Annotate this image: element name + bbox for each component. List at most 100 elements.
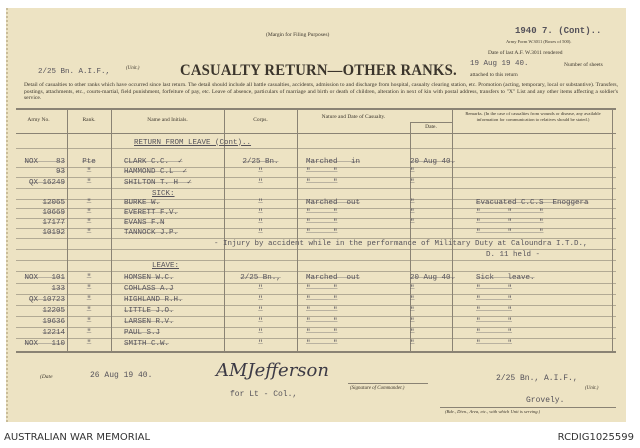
cell-army-no: 10192 — [42, 228, 65, 237]
cell-army-no: 12205 — [42, 306, 65, 315]
col-name: Name and Initials. — [147, 117, 188, 123]
col-army-no: Army No. — [27, 117, 50, 123]
cell-corps: " — [258, 328, 263, 337]
cell-name: LITTLE J.O. — [124, 306, 174, 315]
row-line — [16, 208, 616, 209]
cell-nature: " " — [306, 295, 338, 304]
cell-rank: " — [86, 317, 92, 326]
injury-note: - Injury by accident while in the perfor… — [214, 239, 588, 248]
cell-rank: " — [86, 178, 92, 187]
date-last-value: 19 Aug 19 40. — [470, 60, 529, 68]
cell-nature: " " — [306, 218, 338, 227]
cell-rank: " — [86, 198, 92, 207]
cell-remarks: " " — [476, 317, 513, 326]
signature-line — [348, 383, 428, 384]
date-last-label: Date of last A.F. W.3011 rendered — [488, 50, 563, 56]
cell-rank: " — [86, 167, 92, 176]
cell-date: " — [410, 198, 415, 207]
col-date: Date. — [425, 124, 437, 130]
commander-signature: AMJefferson — [216, 360, 329, 381]
section-heading: SICK: — [152, 189, 175, 198]
cell-remarks: " " — [476, 306, 513, 315]
section-heading: LEAVE: — [152, 261, 180, 270]
sheet-ref: 1940 7. (Cont).. — [515, 26, 602, 36]
cell-name: HOMSEN W.C. — [124, 273, 174, 282]
location-line — [440, 407, 616, 408]
row-line — [16, 148, 616, 149]
cell-corps: " — [258, 306, 263, 315]
cell-remarks: " " " — [476, 208, 544, 217]
table-bottom-line — [16, 351, 616, 353]
cell-remarks: Sick leave. — [476, 273, 535, 282]
cell-date: " — [410, 218, 415, 227]
row-line — [16, 188, 616, 189]
column-divider — [111, 109, 112, 351]
cell-remarks: Evacuated C.C.S Enoggera — [476, 198, 589, 207]
row-line — [16, 238, 616, 239]
cell-nature: " " — [306, 208, 338, 217]
column-divider — [67, 109, 68, 351]
row-line — [16, 305, 616, 306]
cell-nature: " " — [306, 284, 338, 293]
army-form-label: Army Form W.3011 (Boxes of 500). — [506, 39, 572, 44]
col-nature: Nature and Date of Casualty. — [321, 114, 386, 120]
date-value: 26 Aug 19 40. — [90, 371, 153, 380]
description: Detail of casualties to other ranks whic… — [24, 82, 618, 102]
date-label: (Date — [40, 374, 53, 380]
cell-date: " — [410, 295, 415, 304]
page-title: CASUALTY RETURN—OTHER RANKS. — [180, 62, 457, 79]
cell-name: COHLASS A.J — [124, 284, 174, 293]
cell-army-no: 12065 — [42, 198, 65, 207]
cell-date: " — [410, 178, 415, 187]
signature-label: (Signature of Commander.) — [350, 386, 405, 391]
cell-nature: " " — [306, 328, 338, 337]
cell-date: " — [410, 167, 415, 176]
cell-date: " — [410, 208, 415, 217]
cell-remarks: " " — [476, 295, 513, 304]
cell-name: TANNOCK J.P. — [124, 228, 179, 237]
cell-corps: " — [258, 284, 263, 293]
column-divider — [410, 122, 411, 351]
cell-name: SHILTON T. H ✓ — [124, 178, 192, 187]
cell-corps: 2/25 Bn., — [240, 273, 281, 282]
cell-army-no: 133 — [51, 284, 65, 293]
cell-army-no: 10669 — [42, 208, 65, 217]
row-line — [16, 167, 616, 168]
cell-nature: Marched out — [306, 198, 361, 207]
unit-value: 2/25 Bn. A.I.F., — [38, 68, 111, 76]
cell-rank: " — [86, 273, 92, 282]
cell-rank: " — [86, 284, 92, 293]
sheets-label: Number of sheets — [564, 62, 603, 68]
row-line — [16, 271, 616, 272]
cell-date: 20 Aug 40. — [410, 273, 456, 282]
row-line — [16, 338, 616, 339]
row-line — [16, 218, 616, 219]
cell-corps: " — [258, 228, 263, 237]
cell-army-no: 19636 — [42, 317, 65, 326]
cell-army-no: 93 — [55, 167, 65, 176]
margin-note: (Margin for Filing Purposes) — [266, 32, 330, 38]
row-line — [16, 283, 616, 284]
cell-rank: " — [86, 218, 92, 227]
cell-name: PAUL S.J — [124, 328, 161, 337]
cell-name: BURKE W. — [124, 198, 161, 207]
cell-name: HAMMOND C.L ✓ — [124, 167, 188, 176]
archive-name: AUSTRALIAN WAR MEMORIAL — [4, 432, 151, 443]
cell-name: EVERETT F.V. — [124, 208, 179, 217]
col-rank: Rank. — [82, 117, 96, 123]
cell-army-no: QX 16249 — [28, 178, 65, 187]
cell-corps: 2/25 Bn. — [242, 157, 279, 166]
cell-name: EVANS F.N — [124, 218, 165, 227]
date-sub-line — [410, 122, 452, 123]
cell-name: SMITH C.W. — [124, 339, 170, 348]
row-line — [16, 327, 616, 328]
column-divider — [224, 109, 225, 351]
cell-nature: " " — [306, 167, 338, 176]
cell-rank: " — [86, 228, 92, 237]
cell-corps: " — [258, 317, 263, 326]
injury-note-cont: D. 11 held - — [486, 250, 541, 259]
cell-corps: " — [258, 208, 263, 217]
casualty-return-form: (Margin for Filing Purposes) 1940 7. (Co… — [6, 8, 626, 422]
row-line — [16, 228, 616, 229]
cell-nature: Marched in — [306, 157, 361, 166]
